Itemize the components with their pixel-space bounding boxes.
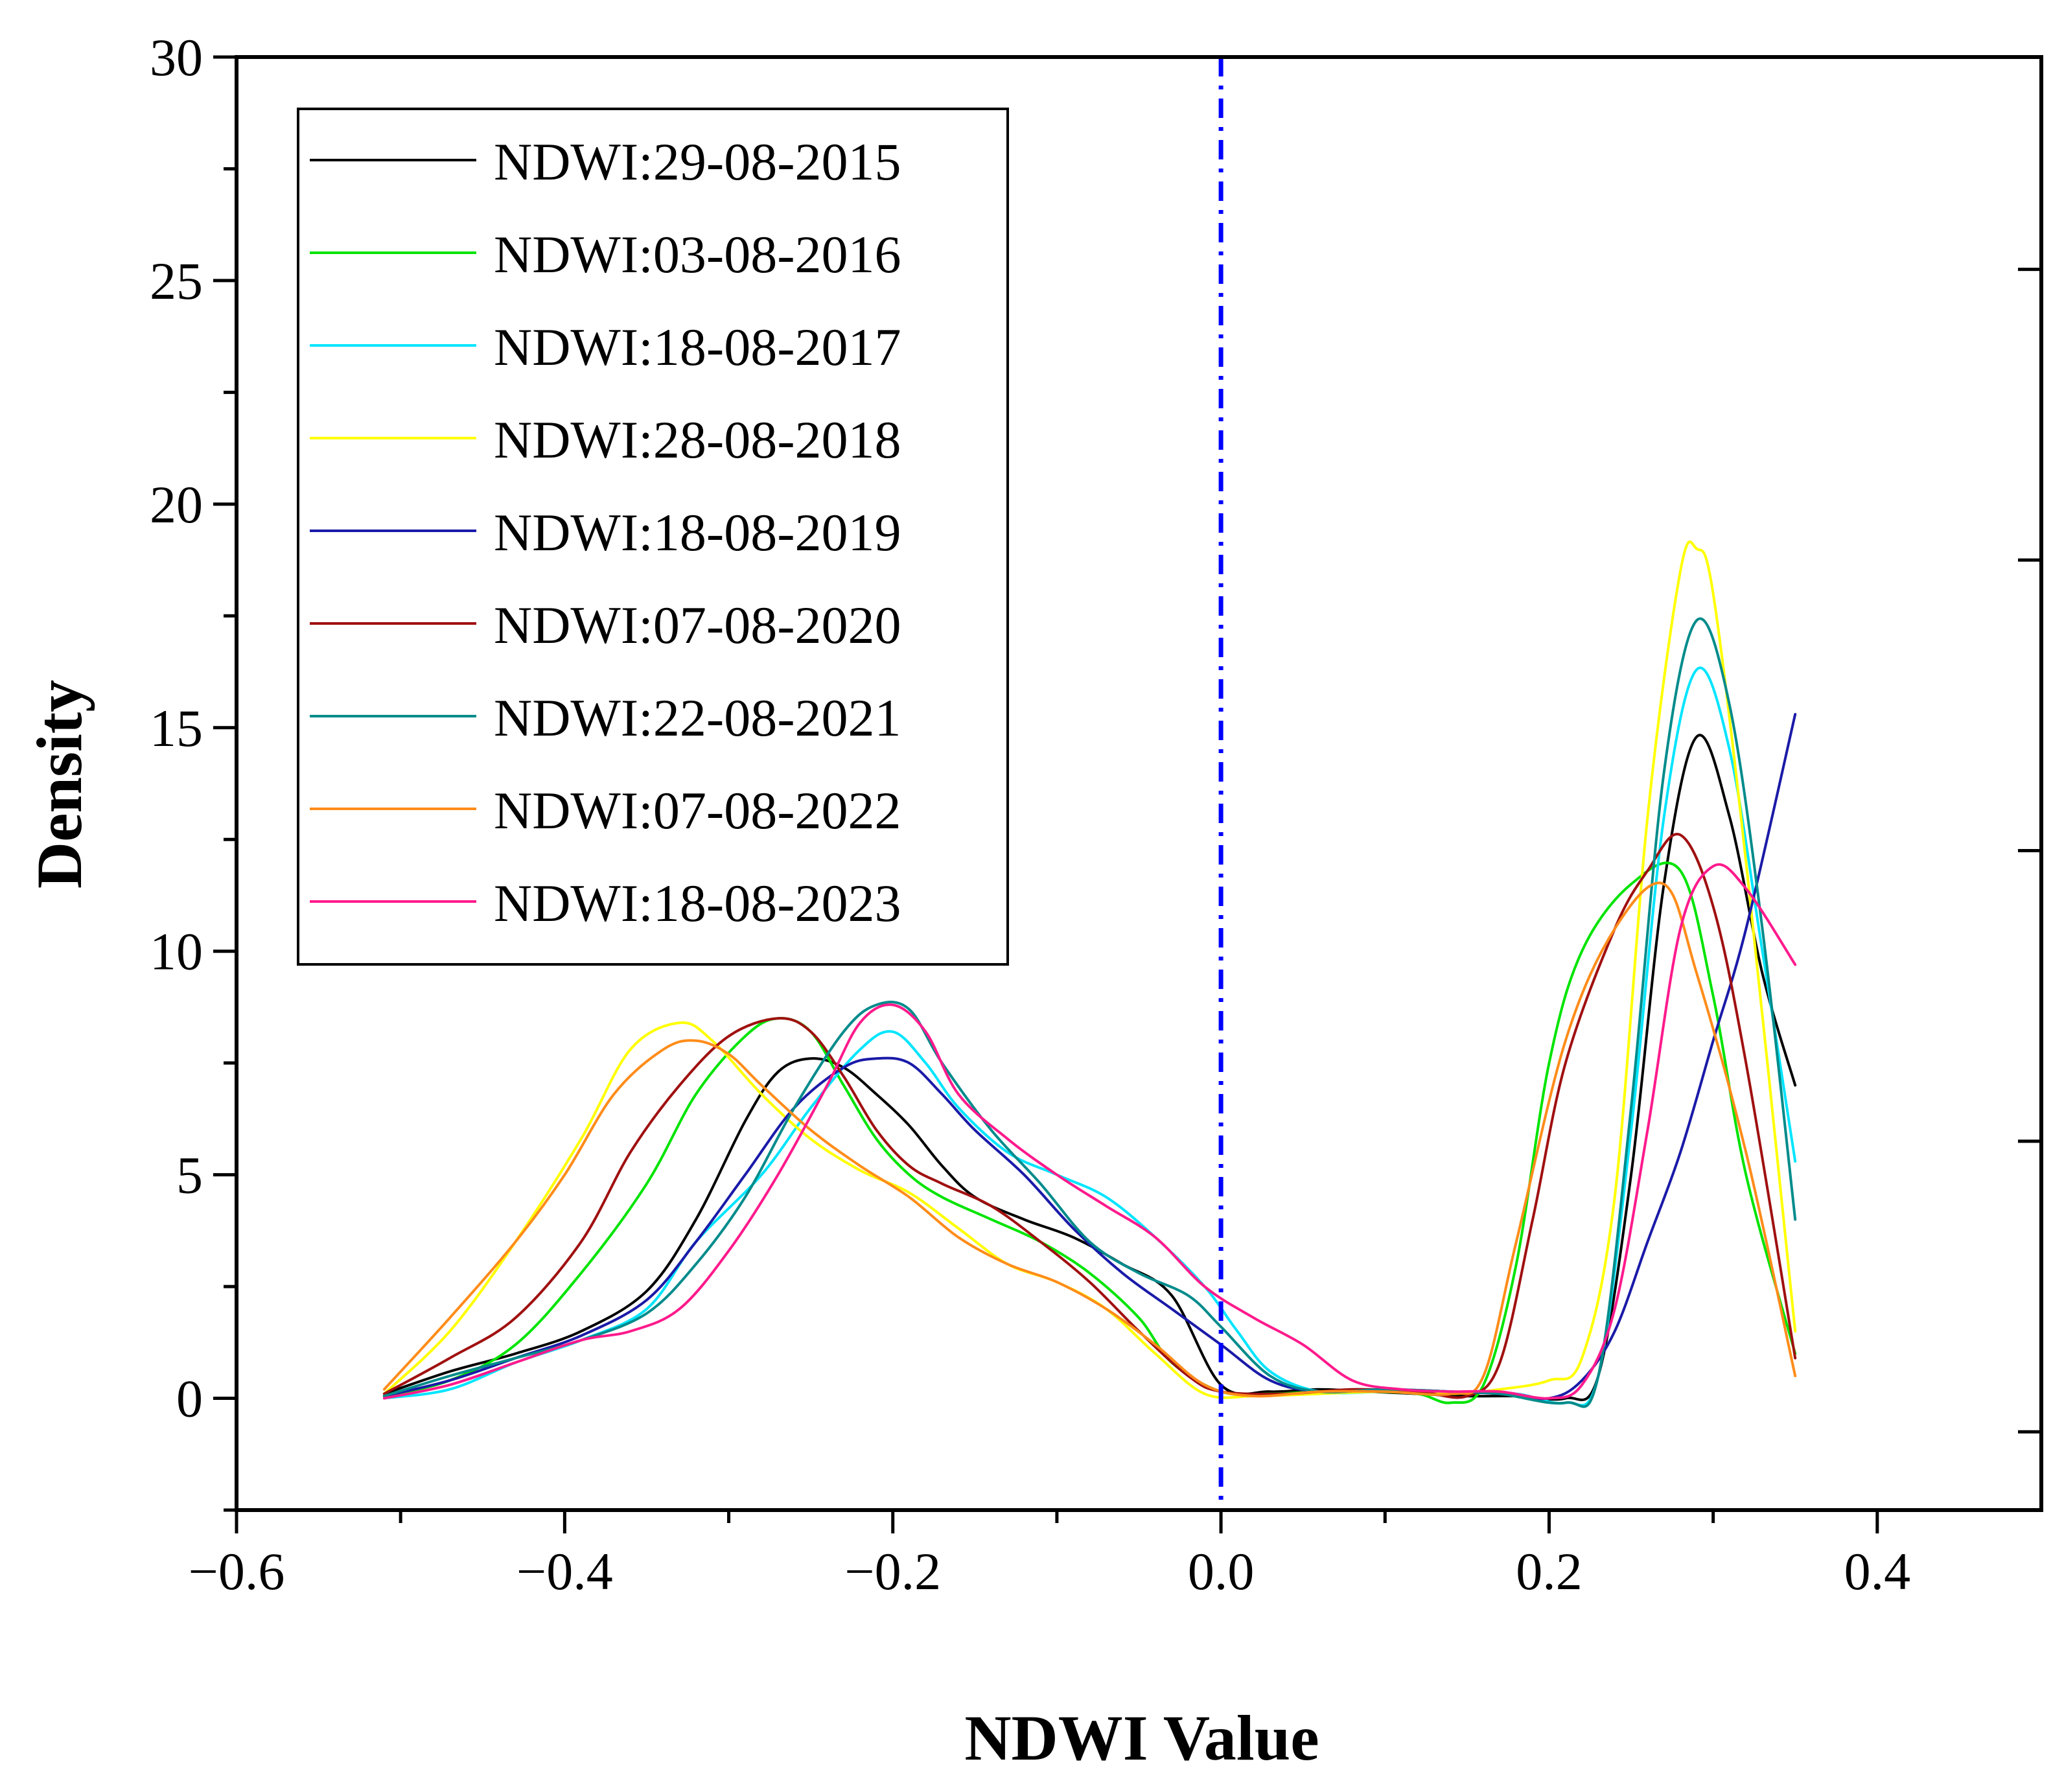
x-tick-label: 0.4 <box>1844 1542 1911 1601</box>
legend-label: NDWI:28-08-2018 <box>494 410 901 469</box>
series-line-ndwi-18-08-2023 <box>382 863 1797 1400</box>
ticks-layer: −0.6 −0.4 −0.2 0.0 0.2 0.4 0 5 10 15 20 25 30 <box>150 28 2041 1601</box>
legend-label: NDWI:07-08-2020 <box>494 596 901 655</box>
y-tick-label: 20 <box>150 475 203 534</box>
y-axis-title: Density <box>23 680 95 889</box>
series-layer <box>382 541 1797 1408</box>
series-line-ndwi-07-08-2020 <box>382 833 1797 1399</box>
y-tick-label: 0 <box>176 1369 203 1428</box>
plot-frame <box>235 55 2043 1512</box>
y-tick-label: 25 <box>150 251 203 310</box>
legend-label: NDWI:03-08-2016 <box>494 225 901 284</box>
series-line-ndwi-29-08-2015 <box>382 734 1797 1401</box>
x-tick-label: −0.6 <box>189 1542 285 1601</box>
series-line-ndwi-07-08-2022 <box>382 881 1797 1398</box>
series-line-ndwi-18-08-2017 <box>382 666 1797 1407</box>
x-axis-title: NDWI Value <box>964 1702 1319 1774</box>
legend-label: NDWI:07-08-2022 <box>494 781 901 840</box>
legend-label: NDWI:18-08-2019 <box>494 503 901 562</box>
x-tick-label: 0.0 <box>1188 1542 1255 1601</box>
x-tick-label: −0.4 <box>516 1542 613 1601</box>
legend: NDWI:29-08-2015 NDWI:03-08-2016 NDWI:18-08… <box>297 108 1009 966</box>
legend-label: NDWI:29-08-2015 <box>494 132 901 191</box>
y-tick-label: 10 <box>150 922 203 981</box>
series-line-ndwi-22-08-2021 <box>382 617 1797 1408</box>
y-tick-label: 15 <box>150 699 203 758</box>
legend-label: NDWI:18-08-2023 <box>494 874 901 933</box>
legend-label: NDWI:22-08-2021 <box>494 688 901 747</box>
x-tick-label: 0.2 <box>1516 1542 1583 1601</box>
y-tick-label: 30 <box>150 28 203 87</box>
y-tick-label: 5 <box>176 1146 203 1205</box>
legend-label: NDWI:18-08-2017 <box>494 318 901 377</box>
series-line-ndwi-18-08-2019 <box>382 713 1797 1401</box>
x-tick-label: −0.2 <box>844 1542 941 1601</box>
